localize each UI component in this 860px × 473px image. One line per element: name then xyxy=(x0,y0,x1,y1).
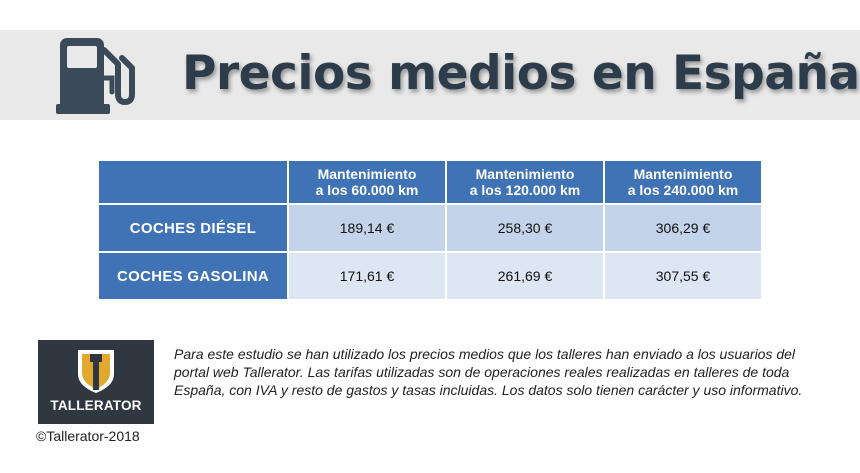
price-cell: 258,30 € xyxy=(447,205,603,251)
fuel-pump-icon xyxy=(56,38,135,114)
column-header-line2: a los 120.000 km xyxy=(469,182,581,198)
table-header-row: Mantenimiento a los 60.000 km Mantenimie… xyxy=(99,161,761,203)
price-cell: 189,14 € xyxy=(289,205,445,251)
column-header-60000: Mantenimiento a los 60.000 km xyxy=(289,161,445,203)
header-band xyxy=(0,30,860,120)
row-header-gasolina: COCHES GASOLINA xyxy=(99,253,287,299)
table-row-diesel: COCHES DIÉSEL 189,14 € 258,30 € 306,29 € xyxy=(99,205,761,251)
price-table: Mantenimiento a los 60.000 km Mantenimie… xyxy=(97,159,763,301)
page-title: Precios medios en España xyxy=(182,46,860,101)
column-header-240000: Mantenimiento a los 240.000 km xyxy=(605,161,761,203)
table-corner-cell xyxy=(99,161,287,203)
price-cell: 171,61 € xyxy=(289,253,445,299)
study-note: Para este estudio se han utilizado los p… xyxy=(174,346,803,398)
column-header-line2: a los 240.000 km xyxy=(627,182,739,198)
price-cell: 306,29 € xyxy=(605,205,761,251)
row-header-diesel: COCHES DIÉSEL xyxy=(99,205,287,251)
column-header-line1: Mantenimiento xyxy=(317,166,417,182)
tallerator-logo: TALLERATOR xyxy=(38,340,154,424)
copyright-text: ©Tallerator-2018 xyxy=(36,428,140,444)
price-cell: 261,69 € xyxy=(447,253,603,299)
tallerator-shield-icon xyxy=(78,350,114,393)
table-row-gasolina: COCHES GASOLINA 171,61 € 261,69 € 307,55… xyxy=(99,253,761,299)
logo-text: TALLERATOR xyxy=(50,398,142,413)
column-header-line2: a los 60.000 km xyxy=(315,182,419,198)
column-header-120000: Mantenimiento a los 120.000 km xyxy=(447,161,603,203)
price-cell: 307,55 € xyxy=(605,253,761,299)
column-header-line1: Mantenimiento xyxy=(475,166,575,182)
column-header-line1: Mantenimiento xyxy=(633,166,733,182)
